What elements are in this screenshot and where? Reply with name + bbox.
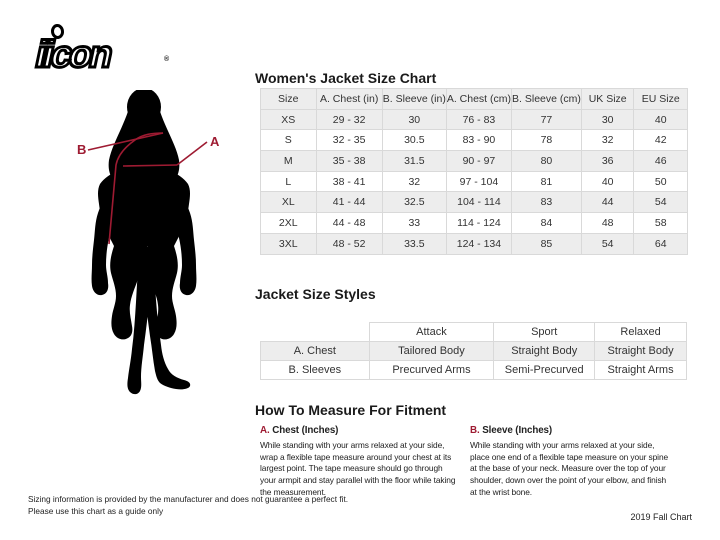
svg-text:A: A [210, 134, 220, 149]
svg-text:B: B [77, 142, 86, 157]
